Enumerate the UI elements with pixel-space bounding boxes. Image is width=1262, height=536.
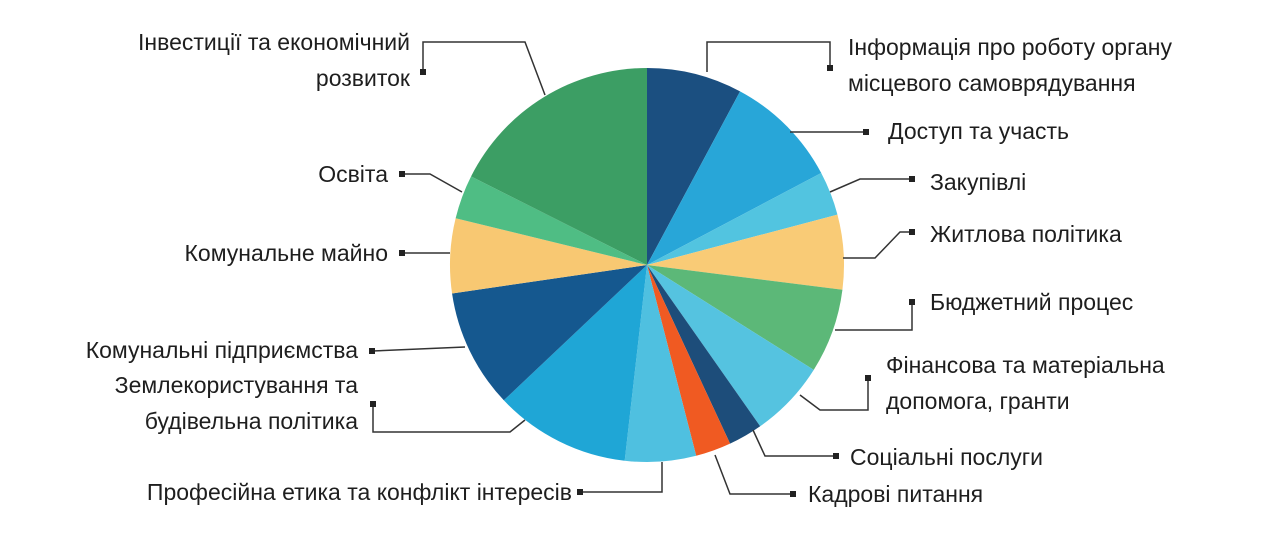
label-marker xyxy=(370,401,376,407)
leader-line xyxy=(580,462,663,493)
pie-slice xyxy=(449,218,647,294)
pie-slice xyxy=(647,265,731,456)
slice-label: Інформація про роботу органу місцевого с… xyxy=(848,34,1172,96)
label-marker xyxy=(909,299,915,305)
leader-line xyxy=(843,231,912,259)
slice-label: Житлова політика xyxy=(930,221,1122,247)
label-marker xyxy=(369,348,375,354)
leader-line xyxy=(372,404,526,433)
slice-label: Бюджетний процес xyxy=(930,289,1134,315)
leader-line xyxy=(422,41,546,96)
pie-slice xyxy=(503,265,647,461)
slice-label: Комунальні підприємства xyxy=(85,337,358,363)
slice-label: Комунальне майно xyxy=(184,240,389,266)
pie-slice xyxy=(647,173,838,265)
pie-slice xyxy=(647,68,741,265)
leader-line xyxy=(402,173,463,193)
leader-line xyxy=(714,454,793,495)
leader-line xyxy=(371,346,466,352)
slice-label: Кадрові питання xyxy=(808,481,984,507)
label-marker xyxy=(865,375,871,381)
pie-slice xyxy=(471,68,647,265)
leader-line xyxy=(835,302,913,331)
slice-label: Інвестиції та економічний розвиток xyxy=(138,29,410,91)
pie-slice xyxy=(647,91,822,265)
pie-slice xyxy=(624,265,697,462)
leader-line xyxy=(829,178,912,193)
slice-label: Фінансова та матеріальна допомога, грант… xyxy=(886,352,1165,414)
label-marker xyxy=(790,491,796,497)
pie-slice xyxy=(452,265,647,401)
label-marker xyxy=(827,65,833,71)
pie-slice xyxy=(647,265,761,444)
slice-label: Закупівлі xyxy=(930,169,1027,195)
leader-line xyxy=(706,41,831,72)
leader-line xyxy=(752,429,836,457)
label-marker xyxy=(863,129,869,135)
label-marker xyxy=(909,176,915,182)
pie-slice xyxy=(647,214,844,290)
label-marker xyxy=(399,171,405,177)
label-marker xyxy=(833,453,839,459)
slice-label: Професійна етика та конфлікт інтересів xyxy=(146,479,572,505)
label-marker xyxy=(399,250,405,256)
label-marker xyxy=(909,229,915,235)
slice-label: Доступ та участь xyxy=(888,118,1070,144)
label-marker xyxy=(420,69,426,75)
pie-slice xyxy=(455,176,647,265)
slice-label: Соціальні послуги xyxy=(850,444,1043,470)
pie-slice xyxy=(647,265,814,427)
leader-line xyxy=(799,378,869,411)
pie-slice xyxy=(647,265,843,370)
label-marker xyxy=(577,489,583,495)
slice-label: Землекористування та будівельна політика xyxy=(114,372,358,434)
slice-label: Освіта xyxy=(318,161,388,187)
